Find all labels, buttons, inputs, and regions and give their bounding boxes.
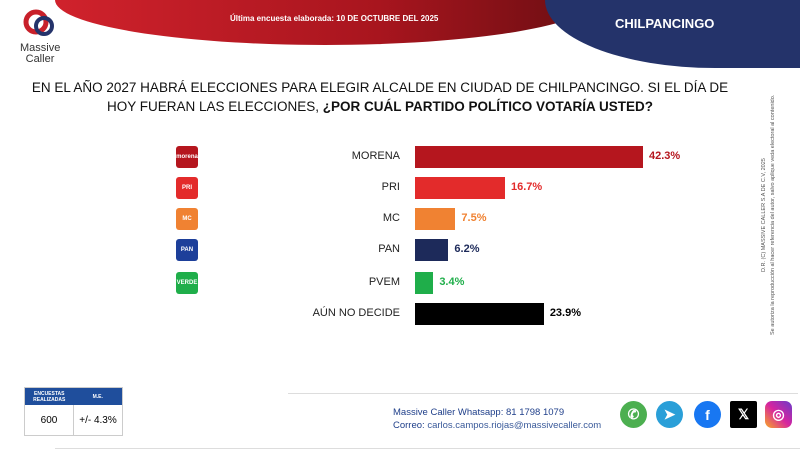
instagram-icon[interactable]: ◎ [765,401,792,428]
whatsapp-number[interactable]: 81 1798 1079 [506,407,565,418]
city-title: CHILPANCINGO [615,16,715,31]
party-logo-icon: MC [176,208,198,230]
header-blue-band [545,0,800,68]
category-label: PRI [381,181,400,193]
logo-line1: Massive [20,42,61,54]
stats-header-me: M.E. [92,393,103,400]
survey-question: EN EL AÑO 2027 HABRÁ ELECCIONES PARA ELE… [30,78,730,116]
value-label: 7.5% [461,212,487,224]
survey-stats-table: ENCUESTAS REALIZADAS M.E. 600 +/- 4.3% [24,387,123,436]
logo-line2: Caller [25,53,55,65]
value-label: 42.3% [648,150,681,162]
massive-caller-logo: Massive Caller [20,8,60,65]
facebook-icon[interactable]: f [694,401,721,428]
email-address[interactable]: carlos.campos.riojas@massivecaller.com [427,420,602,431]
copyright-line2: Se autoriza la reproducción al hacer ref… [770,94,776,336]
category-label: AÚN NO DECIDE [312,307,400,319]
bar-row: VERDE PVEM 3.4% [0,272,740,294]
question-emphasis: ¿POR CUÁL PARTIDO POLÍTICO VOTARÍA USTED… [322,99,654,114]
party-logo-icon: PAN [176,239,198,261]
x-icon[interactable]: 𝕏 [730,401,757,428]
stats-me-value: +/- 4.3% [73,405,122,435]
party-logo-icon: morena [176,146,198,168]
bar-row: AÚN NO DECIDE 23.9% [0,303,740,325]
stats-surveys-value: 600 [40,414,58,426]
divider [55,448,800,449]
bar [415,177,505,199]
party-logo-icon: PRI [176,177,198,199]
question-text: EN EL AÑO 2027 HABRÁ ELECCIONES PARA ELE… [31,80,729,114]
value-label: 23.9% [549,307,582,319]
category-label: MC [382,212,400,224]
bar [415,239,449,261]
category-label: PVEM [368,276,400,288]
logo-icon [23,9,54,36]
copyright-notice: D.R. (C) MASSIVE CALLER S.A DE C.V, 2025… [760,60,778,370]
bar-row: PAN PAN 6.2% [0,239,740,261]
email-label: Correo: [393,420,425,431]
bar [415,303,544,325]
bar [415,146,643,168]
divider [288,393,798,394]
whatsapp-label: Massive Caller Whatsapp: [393,407,504,418]
bar-row: morena MORENA 42.3% [0,146,740,168]
bar-row: PRI PRI 16.7% [0,177,740,199]
party-logo-icon: VERDE [176,272,198,294]
contact-info: Massive Caller Whatsapp: 81 1798 1079 Co… [393,406,601,432]
value-label: 16.7% [511,181,543,193]
value-label: 3.4% [439,276,465,288]
bar [415,272,434,294]
whatsapp-icon[interactable]: ✆ [620,401,647,428]
stats-header-surveys: ENCUESTAS REALIZADAS [33,390,66,403]
bar [415,208,456,230]
survey-date: Última encuesta elaborada: 10 DE OCTUBRE… [230,14,439,23]
copyright-line1: D.R. (C) MASSIVE CALLER S.A DE C.V, 2025 [761,158,767,272]
bar-row: MC MC 7.5% [0,208,740,230]
value-label: 6.2% [454,243,480,255]
category-label: PAN [378,243,400,255]
telegram-icon[interactable]: ➤ [656,401,683,428]
category-label: MORENA [351,150,400,162]
